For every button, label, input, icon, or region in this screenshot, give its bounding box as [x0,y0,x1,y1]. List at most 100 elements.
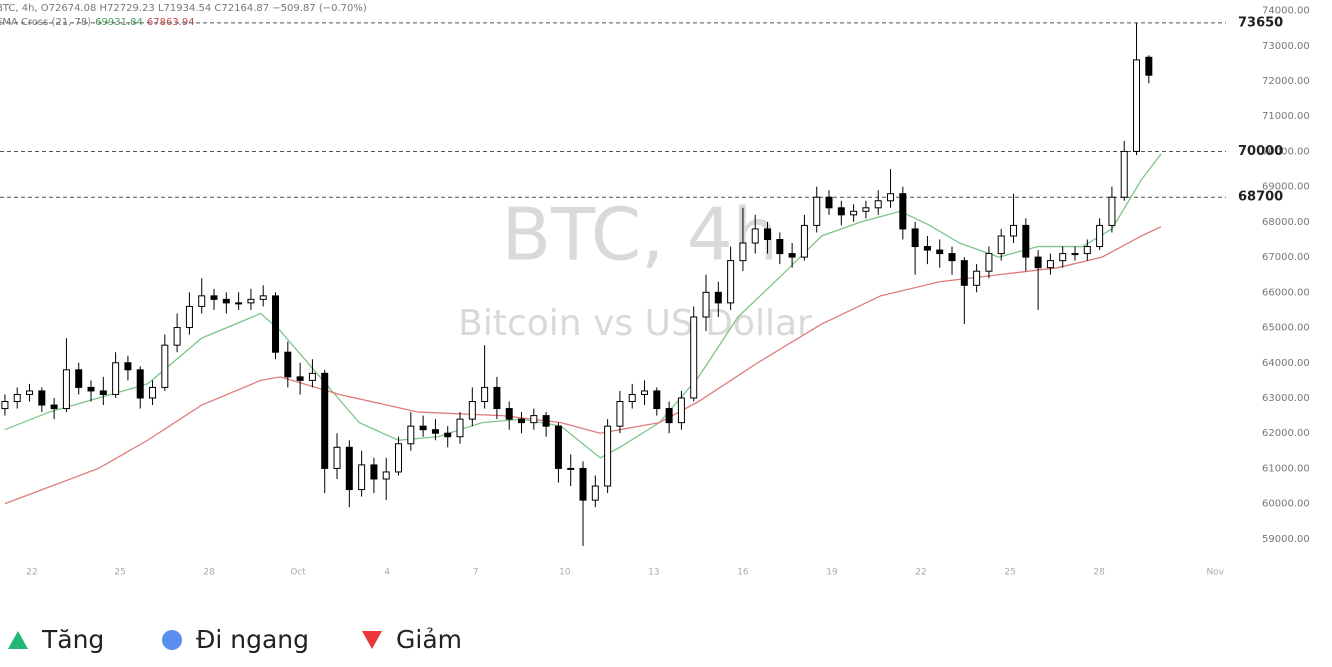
candle-body [1046,260,1054,269]
candle-body [1071,253,1079,256]
candle-body [800,224,808,258]
y-tick-label: 59000.00 [1262,534,1310,545]
x-tick-label: 28 [1093,568,1105,578]
x-tick-label: 19 [826,568,838,578]
candle-body [874,200,882,209]
candle-body [1096,224,1104,248]
candle-body [112,362,120,395]
candle-body [431,429,439,434]
legend-label: Giảm [396,625,462,654]
x-tick-label: 10 [559,568,571,578]
legend-label: Tăng [41,625,104,654]
candle-body [468,401,476,420]
candle-body [825,196,833,209]
candle-body [616,401,624,427]
y-tick-label: 62000.00 [1262,428,1310,439]
legend-label: Đi ngang [196,625,309,654]
x-tick-label: 25 [114,568,125,578]
x-tick-label: 22 [915,568,926,578]
candle-body [628,393,636,403]
candle-body [1034,256,1042,269]
candle-body [1133,59,1141,152]
candle-body [653,390,661,410]
candle-body [702,291,710,318]
candle-body [751,228,759,244]
candle-body [862,207,870,212]
candle-body [727,260,735,304]
candle-body [493,386,501,410]
candle-body [87,386,95,392]
candle-body [235,302,243,305]
candle-body [714,291,722,304]
candle-body [887,193,895,202]
candle-body [308,372,316,381]
y-tick-label: 70000.00 [1262,146,1310,157]
candle-body [1059,253,1067,262]
y-tick-label: 74000.00 [1262,6,1310,17]
candle-body [13,393,21,403]
candle-body [136,369,144,399]
x-tick-label: 28 [203,568,215,578]
candle-body [62,369,70,410]
candle-body [948,253,956,262]
legend-icon [8,631,28,649]
candle-body [579,467,587,501]
candle-body [210,295,218,300]
candle-body [850,210,858,216]
candle-body [38,390,46,406]
watermark-subtitle: Bitcoin vs US Dollar [458,303,812,344]
candle-body [1022,224,1030,258]
x-tick-label: Oct [290,568,306,578]
candle-body [1010,224,1018,237]
ema-line [4,153,1162,459]
candle-body [973,270,981,286]
candle-body [960,260,968,286]
candle-body [185,305,193,329]
candle-body [764,228,772,240]
candle-body [407,425,415,445]
candle-body [419,425,427,431]
candle-body [1120,150,1128,198]
ema-line [4,226,1162,505]
candle-body [456,418,464,438]
y-tick-label: 63000.00 [1262,393,1310,404]
candle-body [296,376,304,381]
legend-icon [362,631,382,649]
candle-body [591,485,599,501]
candle-body [370,464,378,480]
candle-body [259,295,267,300]
x-tick-label: Nov [1206,568,1224,578]
y-tick-label: 60000.00 [1262,499,1310,510]
candle-body [99,390,107,395]
candle-body [272,295,280,353]
candle-body [247,298,255,304]
y-tick-label: 68000.00 [1262,217,1310,228]
y-tick-label: 64000.00 [1262,358,1310,369]
candle-body [985,253,993,272]
candle-body [358,464,366,491]
candle-body [321,372,329,469]
candle-body [284,351,292,378]
candle-body [837,207,845,216]
candle-body [222,298,230,304]
candle-body [1083,246,1091,255]
candle-body [604,425,612,487]
x-tick-label: 22 [26,568,37,578]
candle-body [345,446,353,491]
candle-body [50,404,58,410]
candle-body [173,327,181,346]
candle-body [395,443,403,473]
candle-body [198,295,206,307]
candle-body [677,397,685,424]
y-tick-label: 61000.00 [1262,463,1310,474]
candle-body [936,249,944,255]
candle-body [641,390,649,395]
candle-body [124,362,132,371]
candle-body [690,316,698,399]
candle-body [149,386,157,399]
y-tick-label: 71000.00 [1262,111,1310,122]
candle-body [26,390,34,395]
candle-body [997,235,1005,255]
candle-body [481,386,489,403]
